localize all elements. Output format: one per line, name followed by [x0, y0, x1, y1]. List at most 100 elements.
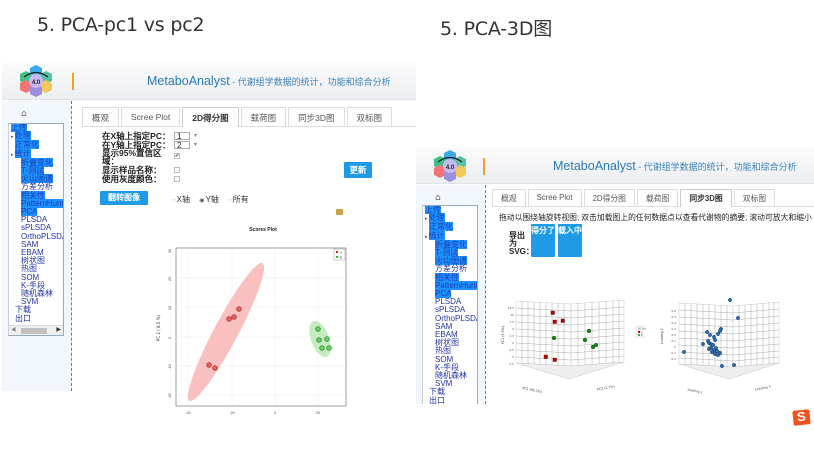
- nav-item-fold-change[interactable]: 折叠变化: [435, 239, 467, 249]
- svg-text:12.5: 12.5: [508, 306, 514, 310]
- nav-item-normalize[interactable]: 正常化: [429, 222, 453, 232]
- nav-item-correlation[interactable]: 相关性: [435, 272, 459, 282]
- tab-scree-plot[interactable]: Scree Plot: [527, 189, 582, 206]
- home-icon[interactable]: ⌂: [435, 193, 441, 203]
- tab-scree-plot[interactable]: Scree Plot: [121, 107, 181, 126]
- nav-item-kmeans[interactable]: K-手段: [435, 362, 459, 372]
- ci-checkbox[interactable]: ✔: [174, 153, 180, 159]
- tab-overview[interactable]: 概观: [492, 189, 526, 206]
- nav-item-som[interactable]: SOM: [21, 272, 40, 282]
- nav-item-svm[interactable]: SVM: [21, 297, 39, 307]
- screenshot-3d-sync: 4.0 MetaboAnalyst - 代谢组学数据的统计，功能和综合分析 ⌂ …: [416, 148, 814, 404]
- nav-item-fold-change[interactable]: 折叠变化: [21, 157, 53, 167]
- nav-item-correlation[interactable]: 相关性: [21, 190, 45, 200]
- update-button[interactable]: 更新: [344, 162, 372, 178]
- nav-item-heatmap[interactable]: 热图: [21, 264, 37, 274]
- nav-item-volcano[interactable]: 火山图谱: [21, 174, 53, 184]
- nav-item-anova[interactable]: 方差分析: [21, 182, 53, 192]
- export-scores-button[interactable]: 得分了: [531, 224, 555, 257]
- nav-item-orthoplsda[interactable]: OrthoPLSDA: [435, 313, 478, 323]
- nav-item-normalize[interactable]: 正常化: [15, 140, 39, 150]
- nav-item-pca[interactable]: PCA: [21, 207, 38, 217]
- nav-item-splsda[interactable]: sPLSDA: [21, 223, 52, 233]
- nav-item-dendrogram[interactable]: 树状图: [21, 256, 45, 266]
- svg-text:7.5: 7.5: [510, 320, 515, 324]
- nav-item-plsda[interactable]: PLSDA: [435, 297, 462, 307]
- tab-biplot[interactable]: 双标图: [733, 189, 776, 206]
- section-title-2d: 5. PCA-pc1 vs pc2: [37, 14, 205, 36]
- nav-item-heatmap[interactable]: 热图: [435, 346, 451, 356]
- horizontal-scrollbar[interactable]: ◀ ▶: [9, 324, 63, 335]
- svg-text:A: A: [641, 331, 643, 334]
- plot-settings-icon[interactable]: [336, 209, 343, 215]
- grayscale-checkbox[interactable]: [174, 175, 180, 182]
- grayscale-label: 使用灰度颜色：: [102, 173, 162, 184]
- nav-item-kmeans[interactable]: K-手段: [21, 280, 45, 290]
- nav-item-exit[interactable]: 出口: [429, 395, 445, 404]
- y-pc-spinner-icon[interactable]: ▾: [194, 141, 198, 148]
- tab-2d-scores[interactable]: 2D得分图: [182, 107, 239, 127]
- nav-item-patternhunt[interactable]: PatternHunt: [435, 280, 478, 290]
- flip-x-radio[interactable]: X轴: [172, 195, 190, 204]
- 3d-scores-chart[interactable]: 3D Scores A B 12.5 10 7.5 5 2.5 0 -2.5 -5 -7.5 P…: [496, 291, 646, 404]
- nav-item-upload[interactable]: 上传: [11, 123, 27, 132]
- tab-2d-scores[interactable]: 2D得分图: [583, 189, 635, 206]
- y-pc-input[interactable]: 2: [174, 140, 190, 149]
- tab-overview[interactable]: 概观: [82, 107, 120, 126]
- svg-text:Loading 3: Loading 3: [755, 385, 771, 392]
- nav-item-process[interactable]: 处理: [423, 213, 477, 223]
- svg-text:0: 0: [274, 411, 276, 415]
- nav-item-som[interactable]: SOM: [435, 354, 454, 364]
- nav-item-svm[interactable]: SVM: [435, 379, 453, 389]
- scroll-right-arrow-icon[interactable]: ▶: [56, 326, 61, 333]
- flip-all-radio[interactable]: 所有: [228, 195, 249, 204]
- scrollbar-thumb[interactable]: [21, 327, 47, 334]
- nav-item-t-test[interactable]: T-测试: [21, 166, 45, 176]
- flip-image-button[interactable]: 翻转图像: [100, 191, 148, 205]
- svg-text:0: 0: [674, 345, 676, 349]
- export-loadings-button[interactable]: 载入中: [558, 224, 582, 257]
- nav-item-splsda[interactable]: sPLSDA: [435, 305, 466, 315]
- nav-item-exit[interactable]: 出口: [15, 313, 31, 323]
- nav-item-process[interactable]: 处理: [9, 131, 63, 141]
- nav-item-download[interactable]: 下载: [15, 305, 31, 315]
- nav-item-dendrogram[interactable]: 树状图: [435, 338, 459, 348]
- svg-text:B: B: [340, 256, 342, 260]
- nav-item-t-test[interactable]: T-测试: [435, 248, 459, 258]
- nav-tree[interactable]: 上传 处理 正常化 统计 折叠变化 T-测试 火山图谱 方差分析 相关性 Pat…: [422, 205, 478, 404]
- nav-item-statistics[interactable]: 统计: [423, 230, 477, 241]
- sample-names-checkbox[interactable]: [174, 167, 180, 173]
- scroll-left-arrow-icon[interactable]: ◀: [11, 326, 16, 333]
- nav-item-statistics[interactable]: 统计: [9, 148, 63, 159]
- nav-item-sam[interactable]: SAM: [435, 321, 453, 331]
- home-icon[interactable]: ⌂: [21, 109, 27, 119]
- svg-text:-5: -5: [511, 355, 514, 359]
- x-pc-spinner-icon[interactable]: ▾: [194, 133, 198, 139]
- nav-item-volcano[interactable]: 火山图谱: [435, 256, 467, 266]
- nav-item-upload[interactable]: 上传: [425, 205, 441, 214]
- nav-item-ebam[interactable]: EBAM: [435, 330, 458, 340]
- tab-loadings[interactable]: 载荷图: [636, 189, 679, 206]
- tab-loadings[interactable]: 载荷图: [240, 107, 287, 126]
- export-svg-label: 导出为SVG：: [509, 231, 534, 256]
- nav-item-download[interactable]: 下载: [429, 387, 445, 397]
- flip-y-radio[interactable]: Y轴: [199, 195, 219, 204]
- sogou-input-icon[interactable]: S: [792, 409, 811, 426]
- nav-item-random-forest[interactable]: 随机森林: [435, 371, 467, 381]
- nav-item-patternhunt[interactable]: PatternHunt: [21, 198, 64, 208]
- nav-item-random-forest[interactable]: 随机森林: [21, 289, 53, 299]
- nav-item-ebam[interactable]: EBAM: [21, 248, 44, 258]
- svg-text:10: 10: [168, 306, 172, 310]
- x-pc-input[interactable]: 1: [174, 132, 190, 141]
- tab-biplot[interactable]: 双标图: [346, 107, 393, 126]
- nav-item-sam[interactable]: SAM: [21, 239, 39, 249]
- nav-item-orthoplsda[interactable]: OrthoPLSDA: [21, 231, 64, 241]
- nav-item-pca[interactable]: PCA: [435, 289, 452, 299]
- 3d-loadings-chart[interactable]: 0.6 0.5 0.4 0.3 0.2 0.1 0 -0.1 -0.2 Loading 2 Lo…: [651, 291, 806, 404]
- nav-tree[interactable]: 上传 处理 正常化 统计 折叠变化 T-测试 火山图谱 方差分析 相关性 Pat…: [8, 123, 64, 336]
- app-header: 4.0 MetaboAnalyst - 代谢组学数据的统计，功能和综合分析: [416, 148, 814, 184]
- tab-3d-sync[interactable]: 同步3D图: [680, 189, 732, 207]
- tab-3d-sync[interactable]: 同步3D图: [288, 107, 345, 126]
- nav-item-plsda[interactable]: PLSDA: [21, 215, 48, 225]
- nav-item-anova[interactable]: 方差分析: [435, 264, 467, 274]
